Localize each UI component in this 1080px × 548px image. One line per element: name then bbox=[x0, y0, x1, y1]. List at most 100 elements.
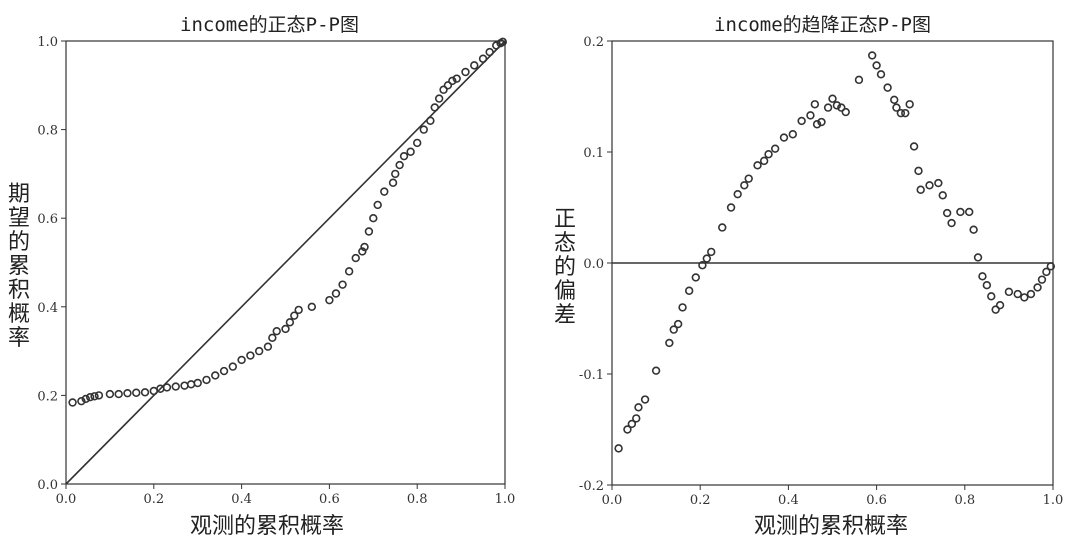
data-point bbox=[744, 174, 753, 183]
y-tick-label: 0.2 bbox=[37, 389, 58, 404]
data-point bbox=[448, 76, 457, 86]
pp-chart-panel: income的正态P-P图 0.0 0.2 0.4 0.6 0.8 1.0 0.0 0.2 0.… bbox=[8, 14, 515, 539]
data-point bbox=[498, 37, 508, 47]
data-point bbox=[281, 324, 290, 334]
data-point bbox=[485, 47, 494, 57]
data-point bbox=[854, 75, 864, 85]
data-point bbox=[987, 292, 996, 301]
x-tick-label: 0.2 bbox=[143, 492, 164, 507]
data-point bbox=[419, 125, 428, 134]
data-point bbox=[94, 391, 104, 400]
data-point bbox=[876, 70, 886, 79]
data-point bbox=[934, 178, 943, 188]
data-point bbox=[325, 295, 334, 305]
y-tick-label: -0.1 bbox=[579, 368, 604, 383]
y-tick-label: -0.2 bbox=[579, 479, 604, 494]
data-point bbox=[90, 392, 99, 401]
x-tick-label: 0.0 bbox=[56, 492, 77, 507]
data-point bbox=[890, 95, 899, 105]
data-point bbox=[140, 388, 150, 397]
data-point bbox=[338, 280, 347, 289]
data-point bbox=[740, 181, 749, 190]
x-axis-label: 观测的累积概率 bbox=[190, 514, 345, 539]
data-point bbox=[294, 305, 303, 315]
data-point bbox=[995, 300, 1005, 310]
data-point bbox=[81, 394, 90, 404]
data-point bbox=[391, 169, 400, 179]
data-point bbox=[733, 189, 742, 199]
data-point bbox=[439, 85, 448, 94]
data-point bbox=[684, 286, 694, 295]
data-point bbox=[718, 223, 727, 232]
y-tick-label: 0.0 bbox=[37, 478, 58, 493]
data-point bbox=[770, 144, 780, 153]
data-point bbox=[916, 185, 925, 194]
data-point bbox=[1042, 267, 1051, 277]
data-point bbox=[219, 366, 229, 376]
data-point bbox=[123, 388, 132, 398]
data-point bbox=[77, 396, 86, 406]
y-tick-label: 0.0 bbox=[583, 257, 604, 272]
data-point bbox=[828, 94, 837, 103]
data-point bbox=[872, 61, 881, 70]
data-point bbox=[1013, 289, 1022, 299]
data-point bbox=[810, 100, 820, 109]
data-point bbox=[759, 156, 769, 166]
data-point bbox=[380, 187, 389, 196]
data-point bbox=[132, 388, 141, 397]
data-point bbox=[726, 203, 736, 212]
data-point bbox=[914, 166, 923, 176]
x-axis-label: 观测的累积概率 bbox=[754, 514, 909, 539]
data-point bbox=[938, 191, 947, 200]
y-tick-label: 1.0 bbox=[37, 35, 58, 50]
data-point bbox=[841, 107, 850, 117]
data-point bbox=[373, 200, 382, 210]
y-tick-label: 0.4 bbox=[37, 301, 58, 316]
data-point bbox=[307, 302, 317, 311]
data-point bbox=[753, 161, 762, 170]
data-point bbox=[331, 289, 341, 298]
data-point bbox=[149, 386, 159, 396]
data-point bbox=[614, 444, 623, 453]
detrended-pp-plot: 0.0 0.2 0.4 0.6 0.8 1.0 0.2 0.1 0.0 -0.1 -0.2 bbox=[579, 35, 1063, 508]
data-point bbox=[193, 378, 202, 388]
data-point bbox=[634, 403, 643, 412]
data-point bbox=[779, 133, 789, 142]
data-point bbox=[817, 117, 826, 127]
data-point bbox=[956, 207, 965, 217]
data-point bbox=[867, 51, 877, 60]
x-tick-label: 0.8 bbox=[954, 493, 975, 508]
x-tick-label: 0.2 bbox=[690, 493, 711, 508]
data-point bbox=[883, 83, 892, 92]
data-point bbox=[470, 61, 479, 70]
data-point bbox=[702, 254, 712, 263]
data-point bbox=[285, 318, 295, 327]
data-point bbox=[925, 181, 934, 190]
data-point bbox=[892, 103, 901, 112]
y-tick-label: 0.6 bbox=[37, 212, 58, 227]
data-point bbox=[186, 380, 196, 389]
y-axis-label: 正态的偏差 bbox=[553, 207, 576, 328]
x-tick-label: 0.6 bbox=[319, 492, 340, 507]
data-point bbox=[461, 67, 470, 77]
x-tick-label: 0.0 bbox=[602, 493, 623, 508]
data-point bbox=[406, 147, 415, 156]
data-point bbox=[698, 261, 707, 270]
data-point bbox=[358, 247, 367, 256]
data-point bbox=[268, 333, 277, 343]
data-point bbox=[832, 101, 842, 110]
chart-title: income的正态P-P图 bbox=[180, 14, 359, 36]
data-point bbox=[290, 311, 299, 320]
data-point bbox=[426, 116, 435, 125]
data-point bbox=[896, 108, 906, 118]
data-point bbox=[369, 214, 378, 223]
data-point bbox=[982, 281, 992, 290]
x-tick-label: 0.4 bbox=[231, 492, 252, 507]
x-tick-label: 0.6 bbox=[866, 493, 887, 508]
data-point bbox=[673, 319, 683, 329]
data-point bbox=[812, 120, 822, 129]
data-point bbox=[246, 351, 255, 360]
y-tick-label: 0.8 bbox=[37, 124, 58, 139]
data-point bbox=[665, 338, 674, 348]
data-point bbox=[691, 273, 700, 282]
